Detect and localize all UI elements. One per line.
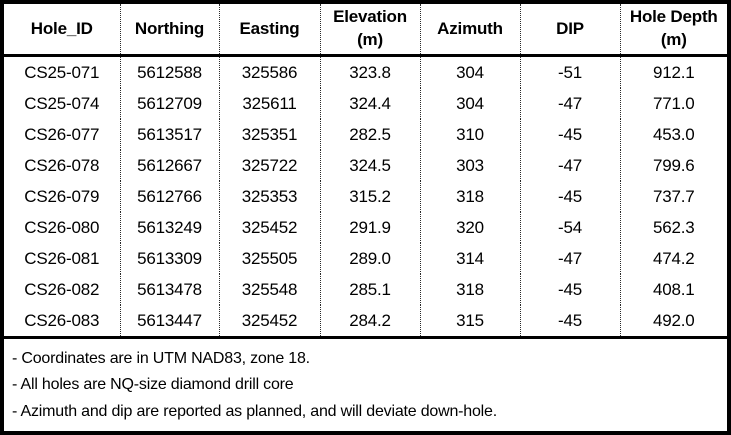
table-body: CS25-071 5612588 325586 323.8 304 -51 91… <box>4 55 727 336</box>
cell-azimuth: 304 <box>419 88 520 119</box>
cell-hole-id: CS26-081 <box>24 248 100 268</box>
cell-dip: -47 <box>519 88 620 119</box>
footnote-deviation: - Azimuth and dip are reported as planne… <box>12 402 497 420</box>
cell-dip: -45 <box>519 181 620 212</box>
cell-azimuth: 314 <box>419 243 520 274</box>
cell-azimuth: 318 <box>419 181 520 212</box>
cell-azimuth: 320 <box>419 212 520 243</box>
footnote-core-size: - All holes are NQ-size diamond drill co… <box>12 376 294 393</box>
table-row: CS26-083 5613447 325452 284.2 315 -45 49… <box>4 305 727 336</box>
header-row: Hole_ID Northing Easting Elevation (m) A… <box>4 4 727 57</box>
cell-elevation: 324.4 <box>319 88 420 119</box>
cell-elevation: 284.2 <box>319 305 420 336</box>
table-row: CS26-079 5612766 325353 315.2 318 -45 73… <box>4 181 727 212</box>
cell-easting: 325452 <box>218 212 320 243</box>
header-cell-dip: DIP <box>519 4 620 57</box>
cell-hole-depth: 562.3 <box>619 212 727 243</box>
cell-northing: 5612709 <box>119 88 219 119</box>
cell-dip: -47 <box>519 150 620 181</box>
cell-northing: 5613478 <box>119 274 219 305</box>
cell-hole-id: CS25-071 <box>24 62 100 82</box>
table-row: CS25-071 5612588 325586 323.8 304 -51 91… <box>4 55 727 88</box>
table-row: CS26-080 5613249 325452 291.9 320 -54 56… <box>4 212 727 243</box>
cell-azimuth: 318 <box>419 274 520 305</box>
table-row: CS25-074 5612709 325611 324.4 304 -47 77… <box>4 88 727 119</box>
cell-azimuth: 303 <box>419 150 520 181</box>
cell-azimuth: 304 <box>419 55 520 88</box>
cell-northing: 5613447 <box>119 305 219 336</box>
header-label: Elevation <box>333 7 407 27</box>
header-unit: (m) <box>660 30 687 49</box>
table-header: Hole_ID Northing Easting Elevation (m) A… <box>4 4 727 57</box>
cell-hole-depth: 771.0 <box>619 88 727 119</box>
cell-azimuth: 315 <box>419 305 520 336</box>
header-label: Azimuth <box>437 18 503 38</box>
cell-northing: 5612588 <box>119 55 219 88</box>
header-cell-hole-id: Hole_ID <box>4 4 120 57</box>
cell-dip: -47 <box>519 243 620 274</box>
cell-northing: 5612766 <box>119 181 219 212</box>
cell-hole-depth: 474.2 <box>619 243 727 274</box>
cell-easting: 325351 <box>218 119 320 150</box>
table-row: CS26-082 5613478 325548 285.1 318 -45 40… <box>4 274 727 305</box>
header-label: DIP <box>556 18 584 38</box>
header-label: Easting <box>239 18 300 38</box>
cell-dip: -45 <box>519 274 620 305</box>
header-label: Northing <box>134 18 205 38</box>
cell-northing: 5612667 <box>119 150 219 181</box>
cell-dip: -51 <box>519 55 620 88</box>
cell-northing: 5613249 <box>119 212 219 243</box>
cell-elevation: 282.5 <box>319 119 420 150</box>
header-label: Hole_ID <box>30 18 93 38</box>
cell-hole-depth: 492.0 <box>619 305 727 336</box>
cell-azimuth: 310 <box>419 119 520 150</box>
header-cell-elevation: Elevation (m) <box>319 4 420 57</box>
header-cell-hole-depth: Hole Depth (m) <box>619 4 727 57</box>
cell-dip: -45 <box>519 305 620 336</box>
cell-easting: 325611 <box>218 88 320 119</box>
cell-northing: 5613517 <box>119 119 219 150</box>
cell-dip: -54 <box>519 212 620 243</box>
cell-elevation: 285.1 <box>319 274 420 305</box>
cell-easting: 325722 <box>218 150 320 181</box>
header-cell-azimuth: Azimuth <box>419 4 520 57</box>
cell-hole-id: CS26-077 <box>24 124 100 144</box>
cell-hole-depth: 799.6 <box>619 150 727 181</box>
cell-easting: 325548 <box>218 274 320 305</box>
cell-hole-depth: 453.0 <box>619 119 727 150</box>
table-row: CS26-077 5613517 325351 282.5 310 -45 45… <box>4 119 727 150</box>
cell-hole-id: CS26-079 <box>24 186 100 206</box>
cell-northing: 5613309 <box>119 243 219 274</box>
cell-elevation: 324.5 <box>319 150 420 181</box>
header-cell-northing: Northing <box>119 4 219 57</box>
table-row: CS26-078 5612667 325722 324.5 303 -47 79… <box>4 150 727 181</box>
footnotes: - Coordinates are in UTM NAD83, zone 18.… <box>4 336 727 431</box>
cell-easting: 325452 <box>218 305 320 336</box>
cell-easting: 325505 <box>218 243 320 274</box>
cell-hole-depth: 737.7 <box>619 181 727 212</box>
cell-hole-depth: 912.1 <box>619 55 727 88</box>
cell-hole-id: CS26-082 <box>24 279 100 299</box>
header-cell-easting: Easting <box>218 4 320 57</box>
cell-easting: 325586 <box>218 55 320 88</box>
cell-hole-id: CS26-080 <box>24 217 100 237</box>
cell-hole-id: CS26-083 <box>24 310 100 330</box>
cell-hole-id: CS26-078 <box>24 155 100 175</box>
cell-elevation: 289.0 <box>319 243 420 274</box>
header-label: Hole Depth <box>629 7 718 27</box>
table-row: CS26-081 5613309 325505 289.0 314 -47 47… <box>4 243 727 274</box>
cell-elevation: 323.8 <box>319 55 420 88</box>
header-unit: (m) <box>357 30 383 49</box>
cell-elevation: 315.2 <box>319 181 420 212</box>
cell-dip: -45 <box>519 119 620 150</box>
collar-table: Hole_ID Northing Easting Elevation (m) A… <box>4 4 727 336</box>
cell-elevation: 291.9 <box>319 212 420 243</box>
cell-hole-id: CS25-074 <box>24 93 100 113</box>
cell-hole-depth: 408.1 <box>619 274 727 305</box>
cell-easting: 325353 <box>218 181 320 212</box>
footnote-coordinates: - Coordinates are in UTM NAD83, zone 18. <box>12 349 310 367</box>
